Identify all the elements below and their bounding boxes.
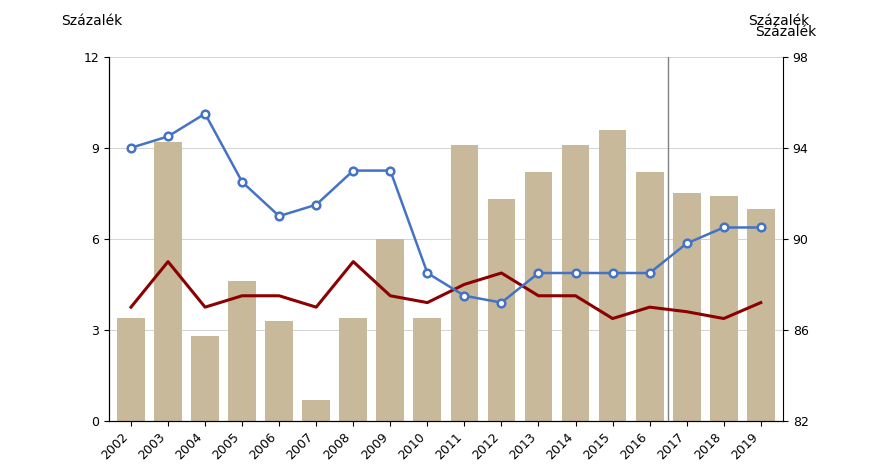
Bar (635, 172, 663, 421)
Bar (265, 321, 293, 421)
Text: Százalék: Százalék (747, 14, 808, 28)
Bar (154, 142, 182, 421)
Bar (191, 336, 219, 421)
Text: Százalék: Százalék (754, 25, 815, 38)
Bar (746, 209, 773, 421)
Bar (376, 239, 404, 421)
Bar (524, 172, 552, 421)
Bar (709, 196, 737, 421)
Bar (598, 130, 626, 421)
Bar (487, 200, 514, 421)
Bar (117, 318, 145, 421)
Bar (561, 145, 589, 421)
Bar (672, 193, 700, 421)
Bar (228, 281, 255, 421)
Bar (339, 318, 367, 421)
Text: Százalék: Százalék (61, 14, 122, 28)
Bar (450, 145, 478, 421)
Bar (413, 318, 441, 421)
Bar (302, 400, 329, 421)
